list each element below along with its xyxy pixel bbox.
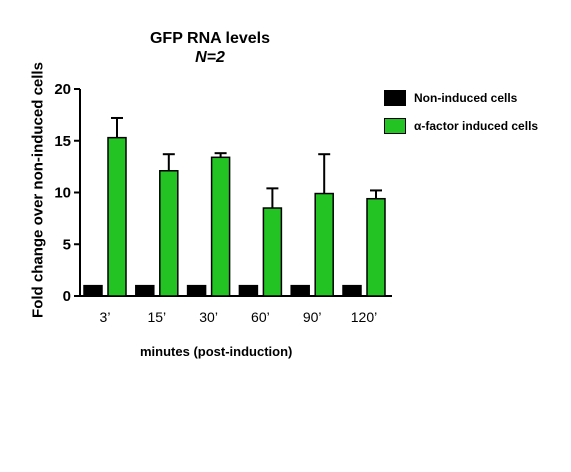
bar	[314, 192, 334, 297]
legend-item-induced: α-factor induced cells	[384, 115, 538, 137]
bar	[107, 136, 127, 297]
x-tick-label: 30’	[199, 309, 218, 325]
x-axis-label: minutes (post-induction)	[140, 344, 293, 359]
legend-item-non-induced: Non-induced cells	[384, 87, 538, 109]
x-tick-label: 3’	[100, 309, 111, 325]
y-tick-label: 20	[54, 81, 71, 98]
legend-swatch-induced	[384, 118, 406, 134]
chart-subtitle: N=2	[195, 49, 225, 66]
x-tick-label: 90’	[303, 309, 322, 325]
legend-swatch-non-induced	[384, 90, 406, 106]
legend: Non-induced cells α-factor induced cells	[384, 87, 538, 143]
y-tick-label: 10	[54, 185, 71, 202]
x-tick-label: 120’	[351, 309, 377, 325]
bar	[238, 284, 259, 297]
bar	[262, 207, 283, 297]
bar	[186, 284, 207, 297]
x-tick-label: 60’	[251, 309, 270, 325]
legend-label-induced: α-factor induced cells	[414, 119, 539, 133]
y-tick-label: 15	[54, 133, 71, 150]
bar	[342, 284, 362, 297]
y-tick-label: 0	[63, 288, 71, 305]
legend-label-non-induced: Non-induced cells	[414, 91, 518, 105]
bar	[290, 284, 310, 297]
bar	[366, 197, 386, 297]
bar	[83, 284, 103, 297]
bar	[159, 170, 179, 297]
y-tick-label: 5	[63, 236, 71, 253]
chart-title: GFP RNA levels	[149, 30, 271, 47]
x-tick-label: 15’	[147, 309, 166, 325]
bar	[210, 156, 231, 297]
bar	[135, 284, 155, 297]
